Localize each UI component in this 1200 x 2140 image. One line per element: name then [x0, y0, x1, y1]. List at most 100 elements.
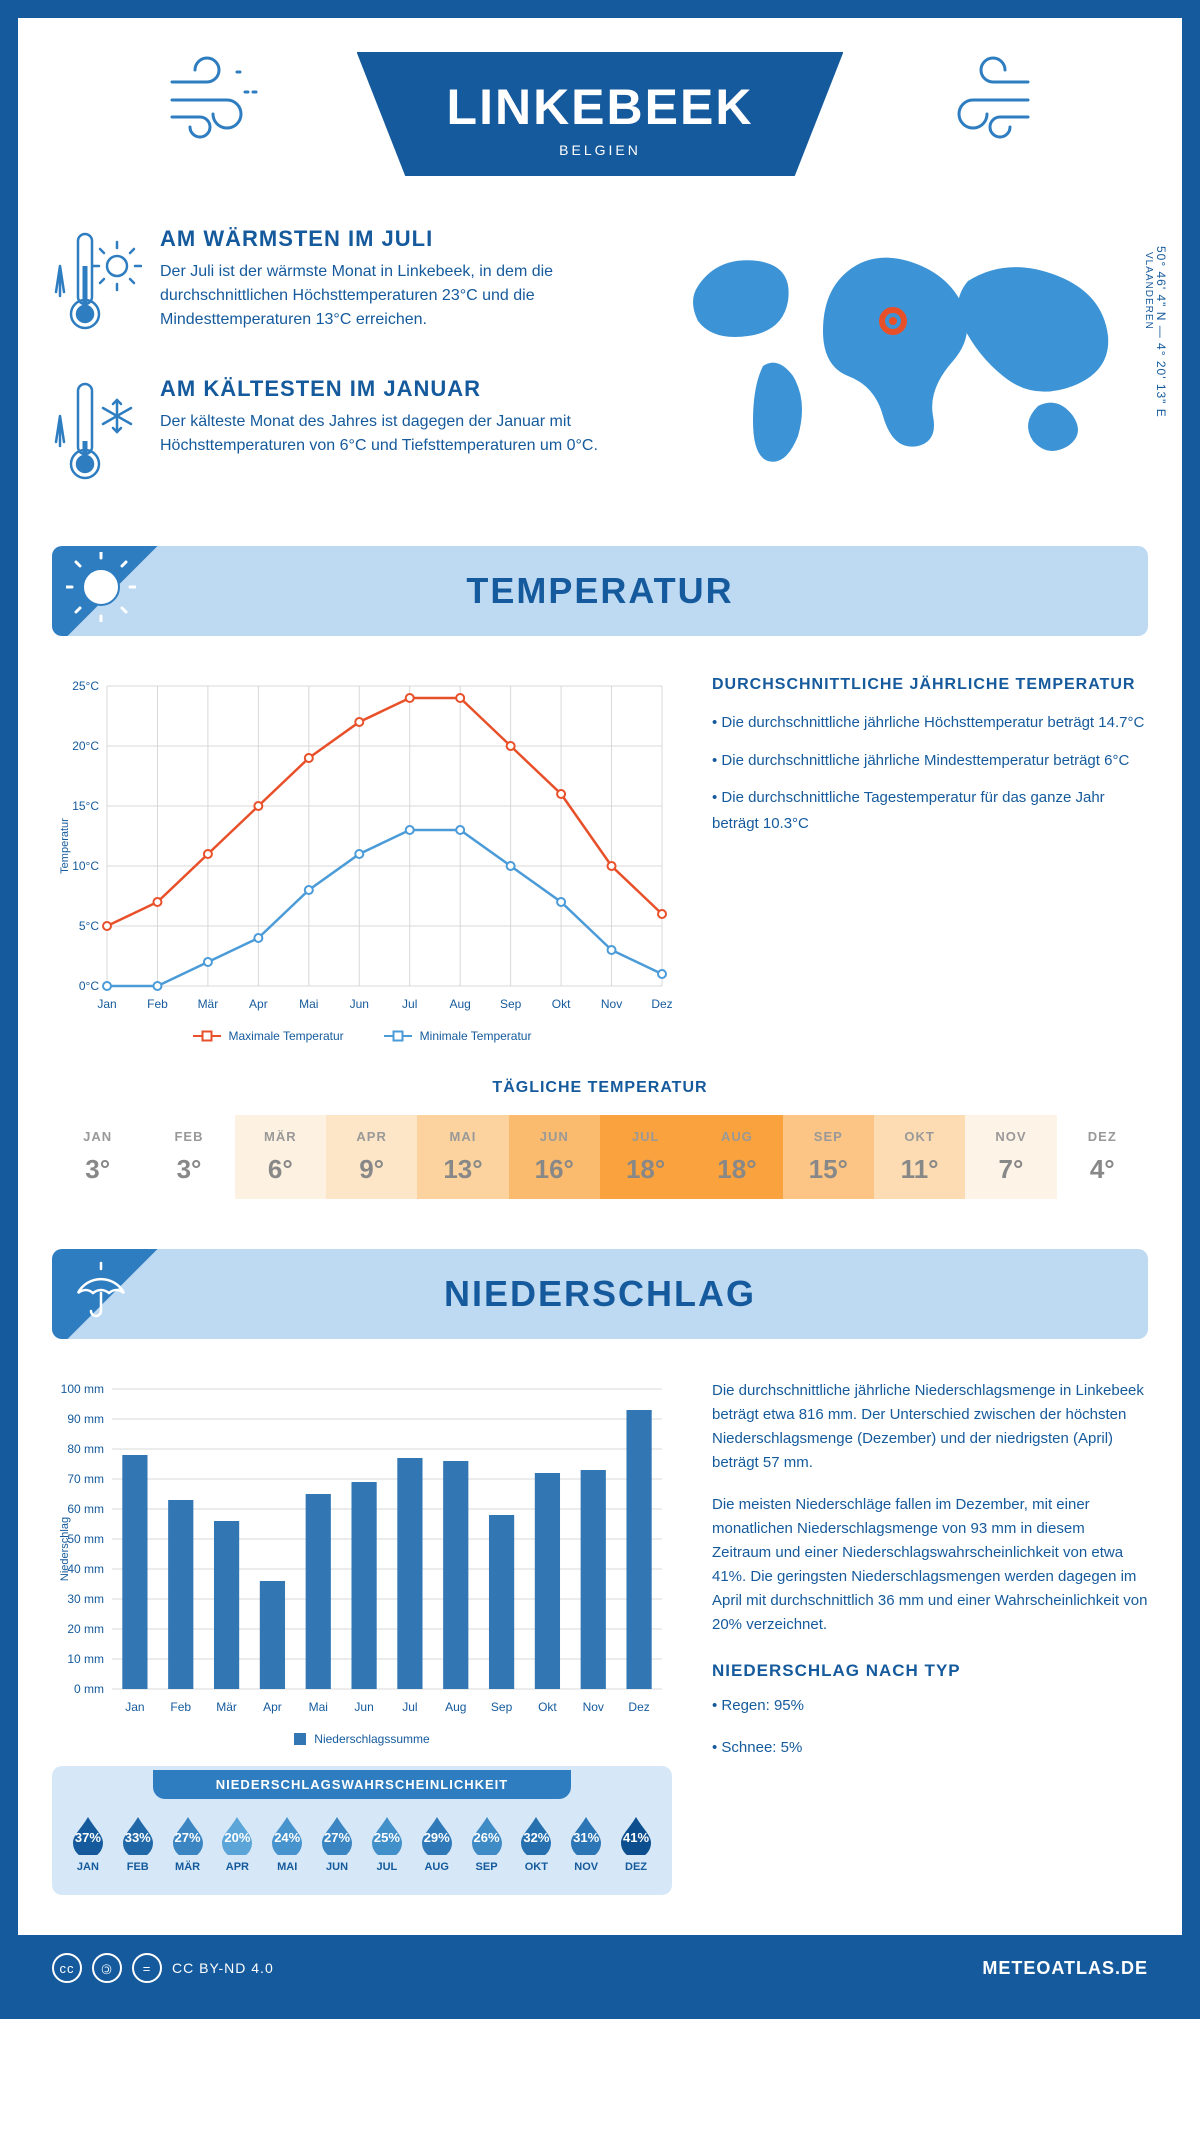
title-ribbon: LINKEBEEK BELGIEN: [357, 52, 844, 176]
thermometer-cold-icon: [52, 376, 142, 496]
svg-text:60 mm: 60 mm: [67, 1502, 104, 1516]
svg-text:Feb: Feb: [170, 1700, 191, 1714]
city-name: LINKEBEEK: [447, 78, 754, 136]
probability-cell: 37% JAN: [64, 1813, 112, 1873]
section-head-precipitation: NIEDERSCHLAG: [52, 1249, 1148, 1339]
svg-text:Nov: Nov: [583, 1700, 604, 1714]
svg-text:25°C: 25°C: [72, 679, 99, 693]
svg-text:20°C: 20°C: [72, 739, 99, 753]
precip-type-title: NIEDERSCHLAG NACH TYP: [712, 1657, 1148, 1684]
daily-cell: FEB3°: [143, 1115, 234, 1199]
section-title-precipitation: NIEDERSCHLAG: [52, 1273, 1148, 1315]
fact-cold-title: AM KÄLTESTEN IM JANUAR: [160, 376, 628, 402]
svg-text:Apr: Apr: [249, 997, 268, 1011]
temperature-chart: 0°C 5°C 10°C 15°C 20°C 25°C Jan Feb Mär Apr Mai Jun…: [52, 676, 672, 1043]
probability-cell: 25% JUL: [363, 1813, 411, 1873]
license: cc 🄯 = CC BY-ND 4.0: [52, 1953, 274, 1983]
svg-text:Dez: Dez: [651, 997, 672, 1011]
daily-cell: SEP15°: [783, 1115, 874, 1199]
header: LINKEBEEK BELGIEN: [52, 52, 1148, 176]
cc-by-icon: 🄯: [92, 1953, 122, 1983]
daily-cell: JAN3°: [52, 1115, 143, 1199]
intro-section: AM WÄRMSTEN IM JULI Der Juli ist der wär…: [52, 226, 1148, 496]
temperature-info-title: DURCHSCHNITTLICHE JÄHRLICHE TEMPERATUR: [712, 676, 1148, 694]
fact-warm-title: AM WÄRMSTEN IM JULI: [160, 226, 628, 252]
probability-cell: 27% MÄR: [164, 1813, 212, 1873]
svg-text:10°C: 10°C: [72, 859, 99, 873]
probability-cell: 33% FEB: [114, 1813, 162, 1873]
cc-nd-icon: =: [132, 1953, 162, 1983]
fact-warm: AM WÄRMSTEN IM JULI Der Juli ist der wär…: [52, 226, 628, 346]
svg-text:10 mm: 10 mm: [67, 1652, 104, 1666]
wind-icon-left: [167, 52, 277, 142]
footer: cc 🄯 = CC BY-ND 4.0 METEOATLAS.DE: [18, 1935, 1182, 2001]
probability-cell: 29% AUG: [413, 1813, 461, 1873]
svg-text:20 mm: 20 mm: [67, 1622, 104, 1636]
region-label: VLAANDEREN: [1143, 252, 1154, 418]
temperature-legend: Maximale Temperatur Minimale Temperatur: [52, 1029, 672, 1043]
daily-cell: MAI13°: [417, 1115, 508, 1199]
svg-text:Nov: Nov: [601, 997, 622, 1011]
svg-text:Jul: Jul: [402, 997, 417, 1011]
site-name: METEOATLAS.DE: [982, 1958, 1148, 1979]
probability-cell: 41% DEZ: [612, 1813, 660, 1873]
daily-cell: JUN16°: [509, 1115, 600, 1199]
daily-cell: APR9°: [326, 1115, 417, 1199]
svg-text:Sep: Sep: [500, 997, 522, 1011]
svg-text:Apr: Apr: [263, 1700, 282, 1714]
svg-text:Dez: Dez: [628, 1700, 649, 1714]
section-title-temperature: TEMPERATUR: [52, 570, 1148, 612]
temperature-info: DURCHSCHNITTLICHE JÄHRLICHE TEMPERATUR •…: [712, 676, 1148, 1043]
fact-cold: AM KÄLTESTEN IM JANUAR Der kälteste Mona…: [52, 376, 628, 496]
country-name: BELGIEN: [447, 142, 754, 158]
svg-text:Jun: Jun: [350, 997, 369, 1011]
wind-icon-right: [923, 52, 1033, 142]
daily-cell: OKT11°: [874, 1115, 965, 1199]
umbrella-icon: [66, 1255, 136, 1325]
probability-cell: 24% MAI: [263, 1813, 311, 1873]
cc-icon: cc: [52, 1953, 82, 1983]
svg-text:15°C: 15°C: [72, 799, 99, 813]
daily-cell: DEZ4°: [1057, 1115, 1148, 1199]
svg-text:Aug: Aug: [450, 997, 471, 1011]
svg-text:Temperatur: Temperatur: [59, 818, 71, 874]
svg-text:Jun: Jun: [354, 1700, 373, 1714]
svg-text:Aug: Aug: [445, 1700, 466, 1714]
svg-text:50 mm: 50 mm: [67, 1532, 104, 1546]
svg-text:Jan: Jan: [125, 1700, 144, 1714]
svg-text:Sep: Sep: [491, 1700, 513, 1714]
daily-cell: MÄR6°: [235, 1115, 326, 1199]
sun-icon: [66, 552, 136, 622]
daily-cell: AUG18°: [691, 1115, 782, 1199]
probability-title: NIEDERSCHLAGSWAHRSCHEINLICHKEIT: [153, 1770, 570, 1799]
fact-cold-text: Der kälteste Monat des Jahres ist dagege…: [160, 410, 628, 458]
fact-warm-text: Der Juli ist der wärmste Monat in Linkeb…: [160, 260, 628, 332]
daily-cell: NOV7°: [965, 1115, 1056, 1199]
svg-text:Jul: Jul: [402, 1700, 417, 1714]
probability-cell: 32% OKT: [512, 1813, 560, 1873]
svg-text:0°C: 0°C: [79, 979, 99, 993]
svg-text:80 mm: 80 mm: [67, 1442, 104, 1456]
svg-text:Jan: Jan: [97, 997, 116, 1011]
section-head-temperature: TEMPERATUR: [52, 546, 1148, 636]
coordinates: 50° 46' 4" N — 4° 20' 13" E VLAANDEREN: [1143, 246, 1168, 418]
precipitation-chart: 0 mm10 mm20 mm30 mm40 mm50 mm60 mm70 mm8…: [52, 1379, 672, 1746]
svg-text:Mär: Mär: [216, 1700, 237, 1714]
probability-cell: 31% NOV: [562, 1813, 610, 1873]
precipitation-info: Die durchschnittliche jährliche Niedersc…: [712, 1379, 1148, 1895]
probability-box: NIEDERSCHLAGSWAHRSCHEINLICHKEIT 37% JAN …: [52, 1766, 672, 1895]
svg-text:Feb: Feb: [147, 997, 168, 1011]
svg-text:90 mm: 90 mm: [67, 1412, 104, 1426]
world-map: 50° 46' 4" N — 4° 20' 13" E VLAANDEREN: [668, 226, 1148, 496]
probability-cell: 26% SEP: [463, 1813, 511, 1873]
svg-text:0 mm: 0 mm: [74, 1682, 104, 1696]
svg-text:100 mm: 100 mm: [61, 1382, 104, 1396]
svg-text:Okt: Okt: [538, 1700, 557, 1714]
probability-cell: 27% JUN: [313, 1813, 361, 1873]
svg-text:30 mm: 30 mm: [67, 1592, 104, 1606]
svg-text:70 mm: 70 mm: [67, 1472, 104, 1486]
svg-text:Mär: Mär: [198, 997, 219, 1011]
probability-cell: 20% APR: [213, 1813, 261, 1873]
svg-text:Mai: Mai: [299, 997, 318, 1011]
svg-text:5°C: 5°C: [79, 919, 99, 933]
